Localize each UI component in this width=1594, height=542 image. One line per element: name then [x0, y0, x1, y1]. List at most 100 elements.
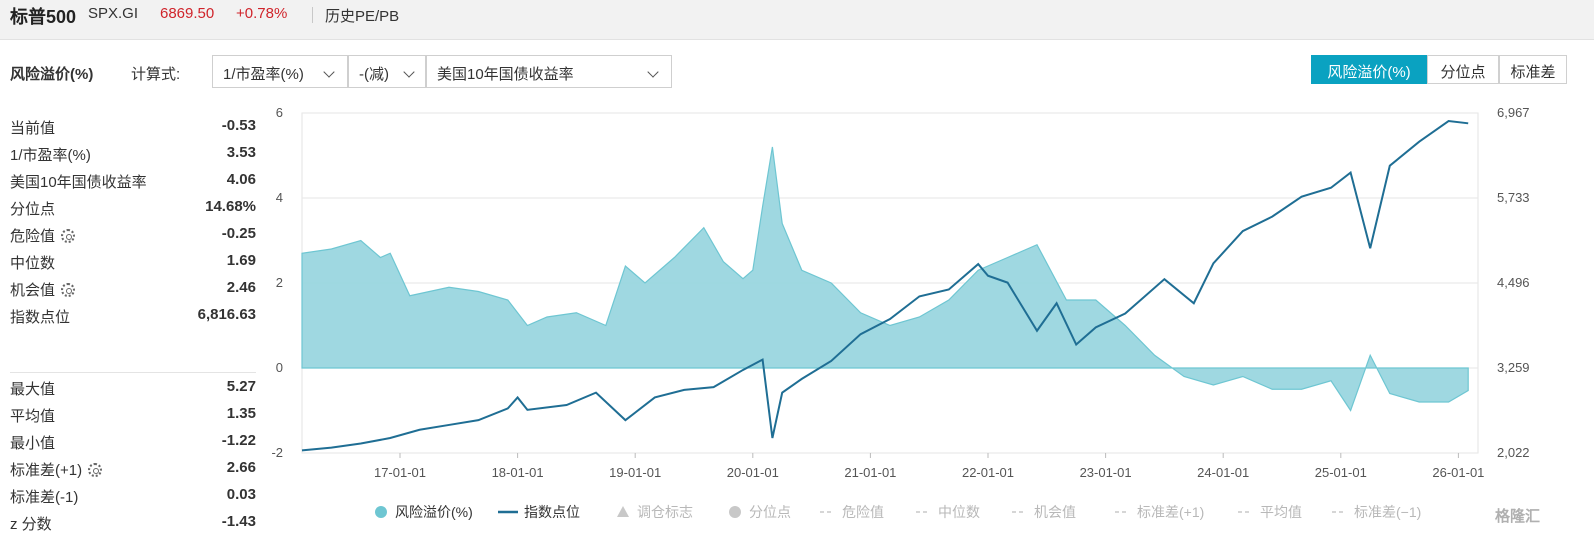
x-tick-label: 26-01-01 [1432, 465, 1484, 480]
metric-title: 风险溢价(%) [10, 66, 94, 83]
stat-value: 2.66 [226, 459, 256, 476]
stat-label: 分位点 [10, 201, 56, 218]
y-right-tick-label: 4,496 [1497, 275, 1530, 290]
watermark: 格隆汇 [1495, 508, 1541, 525]
x-tick-label: 21-01-01 [844, 465, 896, 480]
operand2-select[interactable]: 美国10年国债收益率 [426, 55, 672, 88]
x-tick-label: 17-01-01 [374, 465, 426, 480]
x-tick-label: 22-01-01 [962, 465, 1014, 480]
legend-label: 中位数 [938, 504, 980, 520]
operand2-value: 美国10年国债收益率 [437, 66, 574, 83]
y-left-tick-label: -2 [271, 445, 283, 460]
stat-value: 14.68% [205, 198, 256, 215]
operator-select[interactable]: -(减) [348, 55, 426, 88]
stat-label: 危险值 [10, 228, 56, 245]
y-left-tick-label: 2 [276, 275, 283, 290]
stat-value: 1.35 [226, 405, 256, 422]
stock-header: 标普500 SPX.GI 6869.50 +0.78% 历史PE/PB [0, 0, 1594, 40]
legend-label: 调仓标志 [637, 504, 693, 520]
stat-median: 中位数 1.69 [10, 249, 256, 275]
x-tick-label: 23-01-01 [1080, 465, 1132, 480]
stat-std-plus1: 标准差(+1) 2.66 [10, 456, 256, 482]
stat-value: -1.43 [221, 513, 256, 530]
index-price: 6869.50 [160, 5, 215, 22]
toggle-std-dev[interactable]: 标准差 [1499, 55, 1567, 84]
x-tick-label: 24-01-01 [1197, 465, 1249, 480]
formula-label: 计算式: [131, 66, 181, 83]
y-right-tick-label: 2,022 [1497, 445, 1530, 460]
stat-label: 标准差(-1) [10, 489, 79, 506]
risk-premium-area [301, 146, 1469, 412]
stat-value: 0.03 [226, 486, 256, 503]
gear-icon[interactable] [61, 229, 76, 243]
legend-label: 标准差(−1) [1354, 504, 1421, 520]
legend-label: 危险值 [842, 504, 884, 520]
y-right-tick-label: 5,733 [1497, 190, 1530, 205]
operand1-select[interactable]: 1/市盈率(%) [212, 55, 348, 88]
stat-mean: 平均值 1.35 [10, 402, 256, 428]
header-divider [312, 7, 313, 23]
index-level-line [301, 120, 1469, 452]
stat-value: 6,816.63 [197, 306, 256, 323]
stat-label: 当前值 [10, 120, 56, 137]
stat-label: 机会值 [10, 282, 56, 299]
stat-label-wrap: 危险值 [10, 225, 76, 246]
stat-value: 3.53 [226, 144, 256, 161]
index-name: 标普500 [10, 7, 77, 27]
gear-icon[interactable] [61, 283, 76, 297]
legend-label: 分位点 [749, 504, 791, 520]
stat-opportunity-value: 机会值 2.46 [10, 276, 256, 302]
legend-label: 机会值 [1034, 504, 1076, 520]
stat-label: 1/市盈率(%) [10, 147, 91, 164]
stat-earnings-yield: 1/市盈率(%) 3.53 [10, 141, 256, 167]
operand1-value: 1/市盈率(%) [223, 66, 304, 83]
y-left-tick-label: 0 [276, 360, 283, 375]
legend-marker [729, 506, 741, 518]
stat-label-wrap: 标准差(+1) [10, 459, 103, 480]
stat-current-value: 当前值 -0.53 [10, 114, 256, 140]
operator-value: -(减) [359, 66, 389, 83]
stat-value: -1.22 [221, 432, 256, 449]
stat-label: 指数点位 [10, 309, 71, 326]
y-left-tick-label: 4 [276, 190, 283, 205]
stat-z-score: z 分数 -1.43 [10, 510, 256, 536]
stat-value: 1.69 [226, 252, 256, 269]
stat-label: 美国10年国债收益率 [10, 174, 147, 191]
index-change: +0.78% [236, 5, 288, 22]
stat-value: 2.46 [226, 279, 256, 296]
x-tick-label: 20-01-01 [727, 465, 779, 480]
stat-label: z 分数 [10, 516, 52, 533]
stat-std-minus1: 标准差(-1) 0.03 [10, 483, 256, 509]
stat-danger-value: 危险值 -0.25 [10, 222, 256, 248]
toggle-percentile[interactable]: 分位点 [1427, 55, 1499, 84]
y-right-tick-label: 6,967 [1497, 105, 1530, 120]
stat-label: 平均值 [10, 408, 56, 425]
stats-divider [10, 372, 256, 373]
legend-label: 指数点位 [524, 504, 580, 520]
stat-treasury-yield: 美国10年国债收益率 4.06 [10, 168, 256, 194]
legend-label: 平均值 [1260, 504, 1302, 520]
legend-marker [375, 506, 387, 518]
stat-min: 最小值 -1.22 [10, 429, 256, 455]
stat-value: 4.06 [226, 171, 256, 188]
stat-value: 5.27 [226, 378, 256, 395]
stat-label: 标准差(+1) [10, 462, 83, 479]
stat-label: 最小值 [10, 435, 56, 452]
stat-index-level: 指数点位 6,816.63 [10, 303, 256, 329]
gear-icon[interactable] [88, 463, 103, 477]
stat-label-wrap: 机会值 [10, 279, 76, 300]
y-left-tick-label: 6 [276, 105, 283, 120]
legend-label: 标准差(+1) [1137, 504, 1204, 520]
x-tick-label: 18-01-01 [492, 465, 544, 480]
y-right-tick-label: 3,259 [1497, 360, 1530, 375]
legend-marker [617, 506, 629, 517]
x-tick-label: 19-01-01 [609, 465, 661, 480]
toggle-risk-premium[interactable]: 风险溢价(%) [1311, 55, 1427, 84]
index-code: SPX.GI [88, 5, 139, 22]
stat-max: 最大值 5.27 [10, 375, 256, 401]
x-tick-label: 25-01-01 [1315, 465, 1367, 480]
stat-value: -0.53 [221, 117, 256, 134]
history-pe-pb-link[interactable]: 历史PE/PB [325, 8, 400, 25]
stat-value: -0.25 [221, 225, 256, 242]
